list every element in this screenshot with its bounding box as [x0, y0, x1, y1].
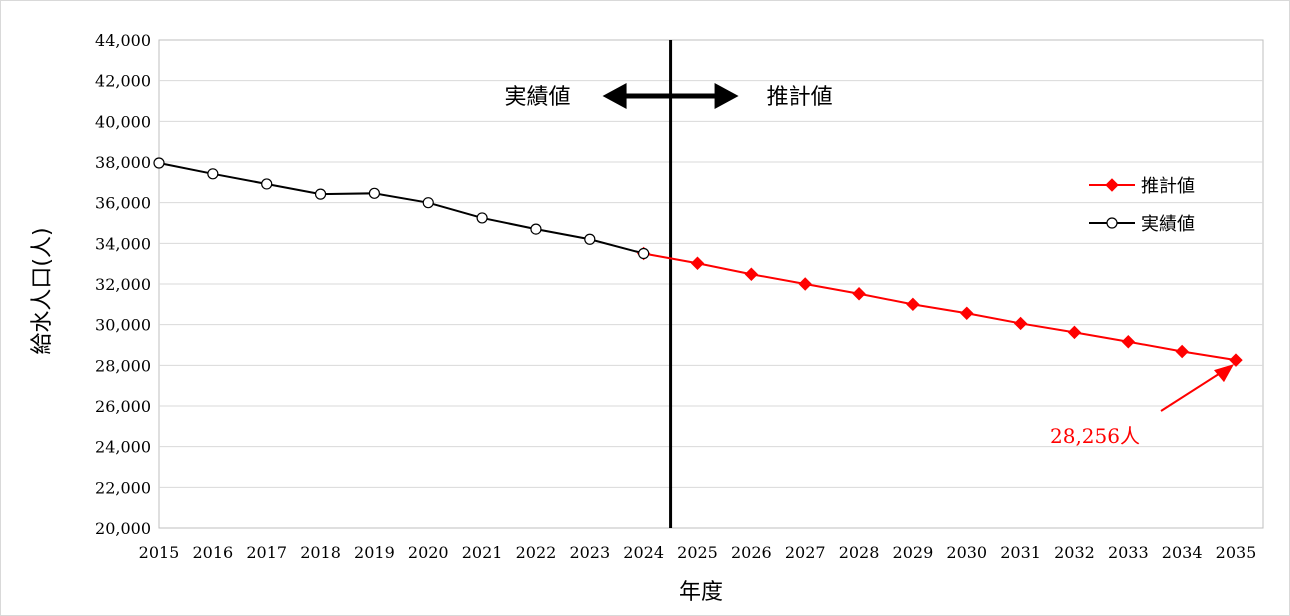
- region-label-actual: 実績値: [505, 85, 571, 110]
- x-tick-label: 2019: [354, 543, 395, 562]
- legend-label: 推計値: [1141, 176, 1195, 197]
- callout-arrow-head: [1214, 364, 1234, 383]
- data-point: [261, 178, 273, 190]
- x-tick-label: 2021: [462, 543, 503, 562]
- x-tick-label: 2024: [623, 543, 664, 562]
- data-point: [207, 168, 219, 180]
- x-tick-label: 2028: [839, 543, 880, 562]
- x-tick-label: 2020: [408, 543, 449, 562]
- x-tick-label: 2017: [246, 543, 287, 562]
- data-point: [906, 297, 920, 312]
- legend-marker: [1106, 217, 1118, 229]
- x-tick-label: 2030: [946, 543, 987, 562]
- y-tick-label: 44,000: [95, 31, 151, 50]
- x-tick-label: 2018: [300, 543, 341, 562]
- y-tick-label: 24,000: [95, 438, 151, 457]
- y-tick-label: 36,000: [95, 194, 151, 213]
- x-tick-label: 2027: [785, 543, 826, 562]
- data-point: [852, 287, 866, 301]
- y-tick-label: 40,000: [95, 112, 151, 131]
- y-axis-title: 給水人口(人): [30, 227, 55, 354]
- x-tick-label: 2035: [1216, 543, 1257, 562]
- legend-marker: [1105, 178, 1119, 192]
- region-label-forecast: 推計値: [767, 85, 833, 110]
- x-tick-label: 2032: [1054, 543, 1095, 562]
- data-point: [1229, 353, 1243, 367]
- data-point: [530, 223, 542, 235]
- legend-label: 実績値: [1141, 214, 1195, 235]
- y-tick-label: 26,000: [95, 397, 151, 416]
- x-tick-label: 2015: [139, 543, 180, 562]
- data-point: [744, 267, 759, 281]
- x-tick-label: 2033: [1108, 543, 1149, 562]
- data-point: [1121, 335, 1136, 349]
- data-point: [960, 306, 974, 320]
- y-tick-label: 32,000: [95, 275, 151, 294]
- x-axis-title: 年度: [679, 580, 723, 605]
- data-point: [153, 157, 165, 169]
- y-tick-label: 22,000: [95, 478, 151, 497]
- x-tick-label: 2029: [893, 543, 934, 562]
- x-tick-label: 2031: [1000, 543, 1041, 562]
- y-tick-label: 28,000: [95, 356, 151, 375]
- data-point: [422, 197, 434, 209]
- data-point: [368, 187, 380, 199]
- data-point: [690, 256, 705, 270]
- x-tick-label: 2023: [569, 543, 610, 562]
- data-point: [584, 233, 596, 245]
- x-tick-label: 2026: [731, 543, 772, 562]
- data-point: [476, 212, 488, 224]
- callout-arrow-line: [1160, 367, 1229, 412]
- series-line-1: [158, 162, 644, 255]
- y-tick-label: 42,000: [95, 72, 151, 91]
- data-point: [798, 277, 812, 291]
- region-arrow-left-head: [602, 83, 627, 109]
- x-tick-label: 2016: [192, 543, 233, 562]
- data-point: [1013, 316, 1028, 331]
- data-point: [638, 247, 650, 260]
- x-tick-label: 2025: [677, 543, 718, 562]
- x-tick-label: 2034: [1162, 543, 1203, 562]
- y-tick-label: 20,000: [95, 519, 151, 538]
- y-tick-label: 34,000: [95, 234, 151, 253]
- x-tick-label: 2022: [516, 543, 557, 562]
- series-line-0: [643, 252, 1237, 362]
- data-point: [1067, 325, 1082, 340]
- data-point: [314, 188, 327, 200]
- callout-label: 28,256人: [1050, 424, 1140, 448]
- y-tick-label: 30,000: [95, 316, 151, 335]
- region-arrow-right-head: [714, 83, 739, 109]
- data-point: [1175, 344, 1189, 359]
- y-tick-label: 38,000: [95, 153, 151, 172]
